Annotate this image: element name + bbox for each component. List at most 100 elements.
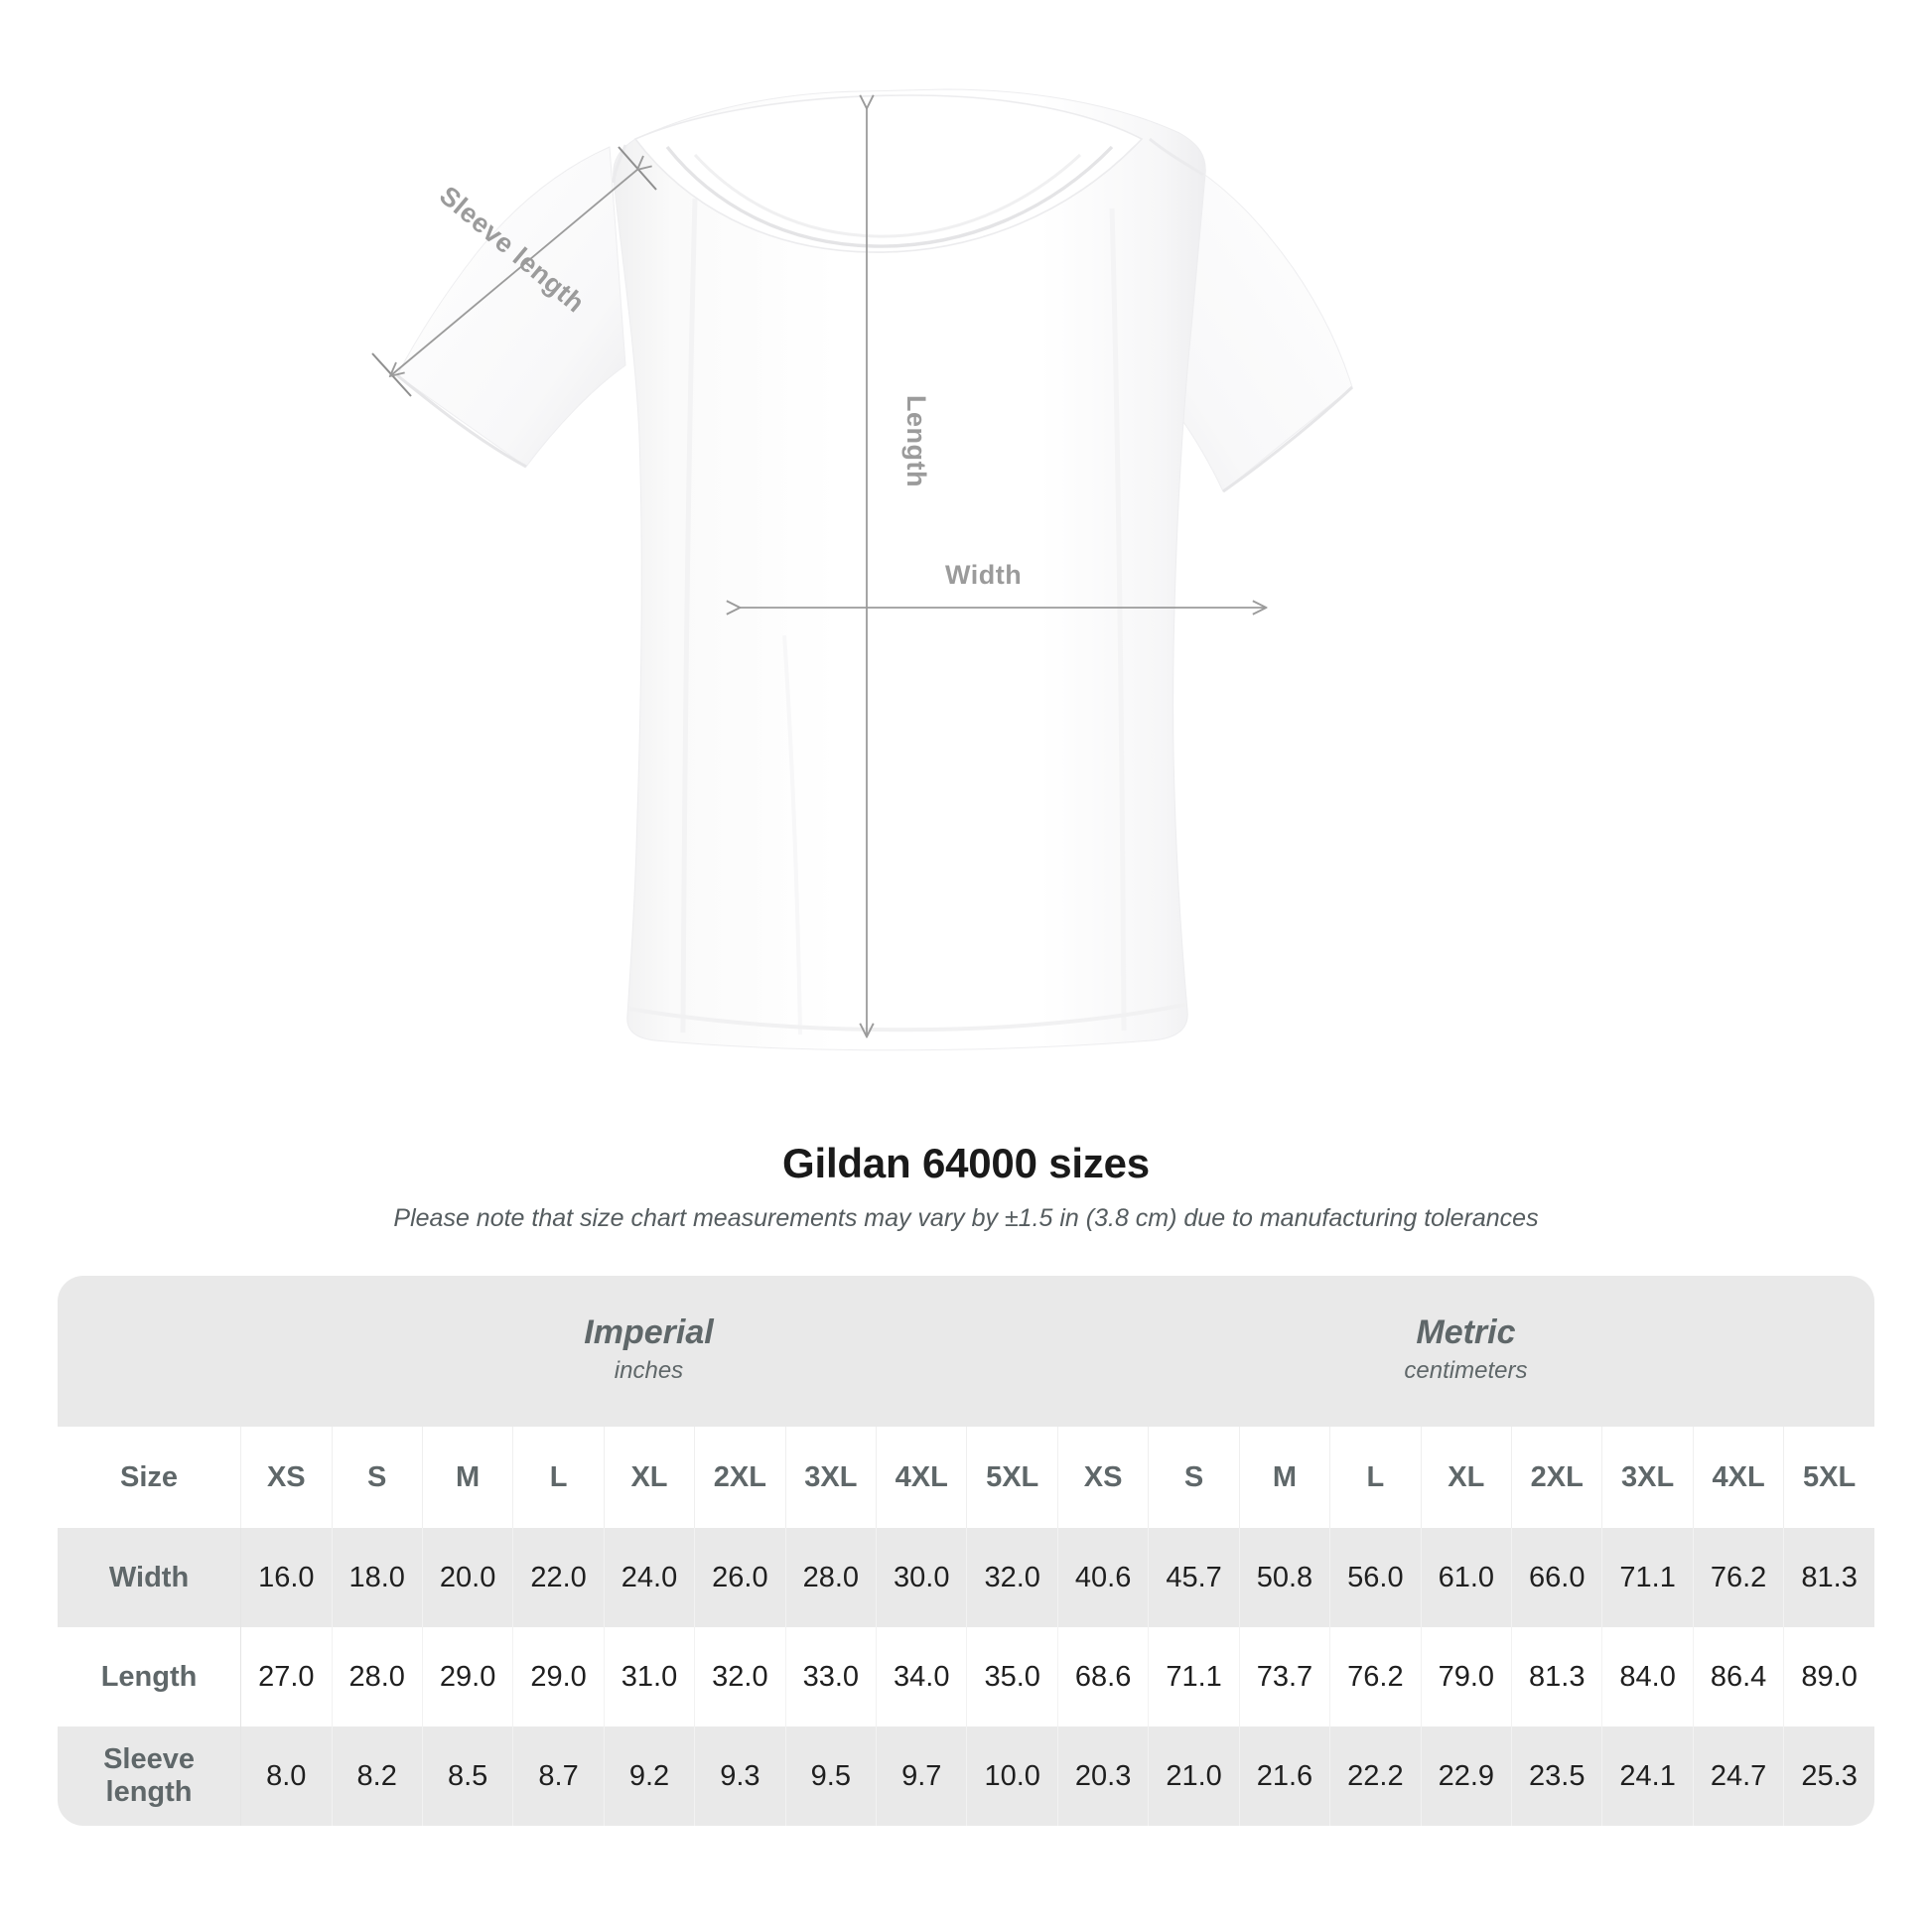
cell-width-imperial-l: 22.0 (512, 1528, 604, 1627)
tshirt-garment (396, 88, 1354, 1051)
tshirt-illustration: Length Width Sleeve length (371, 88, 1354, 1051)
length-label: Length (901, 395, 931, 487)
cell-width-metric-4xl: 76.2 (1692, 1528, 1784, 1627)
unit-group-metric: Metric centimeters (1056, 1276, 1874, 1427)
row-label-width: Width (58, 1528, 241, 1627)
cell-length-imperial-m: 29.0 (421, 1627, 513, 1726)
cell-length-imperial-3xl: 33.0 (784, 1627, 877, 1726)
cell-length-metric-s: 71.1 (1148, 1627, 1239, 1726)
tolerance-note: Please note that size chart measurements… (393, 1204, 1539, 1232)
cell-sleeve-imperial-3xl: 9.5 (784, 1726, 877, 1826)
size-chart-table: Imperial inches Metric centimeters Size … (58, 1276, 1874, 1826)
cell-width-metric-m: 50.8 (1238, 1528, 1330, 1627)
bottom-hem (628, 1003, 1186, 1033)
cell-width-metric-xs: 40.6 (1056, 1528, 1149, 1627)
left-sleeve (396, 146, 626, 468)
size-header-metric-l: L (1329, 1427, 1421, 1528)
fold-line-left (680, 198, 698, 1034)
size-header-imperial-s: S (331, 1427, 422, 1528)
cell-width-imperial-s: 18.0 (331, 1528, 422, 1627)
row-label-sleeve-length: Sleeve length (58, 1726, 241, 1826)
cell-width-metric-3xl: 71.1 (1601, 1528, 1693, 1627)
cell-length-metric-xl: 79.0 (1420, 1627, 1512, 1726)
cell-sleeve-metric-s: 21.0 (1148, 1726, 1239, 1826)
width-measure: Width (739, 560, 1265, 608)
cell-length-metric-3xl: 84.0 (1601, 1627, 1693, 1726)
cell-length-metric-2xl: 81.3 (1511, 1627, 1602, 1726)
table-row: Width 16.0 18.0 20.0 22.0 24.0 26.0 28.0… (58, 1528, 1874, 1627)
left-sleeve-hem (396, 373, 527, 469)
unit-group-imperial: Imperial inches (240, 1276, 1057, 1427)
cell-sleeve-imperial-xs: 8.0 (240, 1726, 332, 1826)
page-title: Gildan 64000 sizes (782, 1140, 1150, 1186)
cell-width-metric-l: 56.0 (1329, 1528, 1421, 1627)
cell-sleeve-metric-2xl: 23.5 (1511, 1726, 1602, 1826)
cell-length-imperial-s: 28.0 (331, 1627, 422, 1726)
cell-width-metric-5xl: 81.3 (1783, 1528, 1874, 1627)
unit-header-spacer (58, 1276, 241, 1427)
cell-length-imperial-4xl: 34.0 (876, 1627, 967, 1726)
width-label: Width (945, 560, 1022, 590)
cell-width-metric-2xl: 66.0 (1511, 1528, 1602, 1627)
cell-length-imperial-5xl: 35.0 (966, 1627, 1057, 1726)
unit-group-metric-unit: centimeters (1404, 1356, 1528, 1384)
cell-sleeve-imperial-5xl: 10.0 (966, 1726, 1057, 1826)
cell-length-metric-m: 73.7 (1238, 1627, 1330, 1726)
right-shoulder-seam (1149, 137, 1204, 177)
length-measure: Length (867, 107, 931, 1035)
size-header-imperial-4xl: 4XL (876, 1427, 967, 1528)
cell-width-imperial-3xl: 28.0 (784, 1528, 877, 1627)
unit-group-imperial-name: Imperial (584, 1313, 714, 1352)
cell-sleeve-metric-xl: 22.9 (1420, 1726, 1512, 1826)
cell-sleeve-metric-4xl: 24.7 (1692, 1726, 1784, 1826)
size-header-imperial-5xl: 5XL (966, 1427, 1057, 1528)
row-label-length: Length (58, 1627, 241, 1726)
cell-width-imperial-m: 20.0 (421, 1528, 513, 1627)
size-header-imperial-3xl: 3XL (784, 1427, 877, 1528)
size-chart-table-container: Imperial inches Metric centimeters Size … (58, 1276, 1874, 1826)
cell-length-metric-5xl: 89.0 (1783, 1627, 1874, 1726)
size-header-metric-s: S (1148, 1427, 1239, 1528)
unit-group-imperial-unit: inches (614, 1356, 684, 1384)
cell-sleeve-metric-3xl: 24.1 (1601, 1726, 1693, 1826)
cell-length-imperial-l: 29.0 (512, 1627, 604, 1726)
unit-header-row: Imperial inches Metric centimeters (58, 1276, 1874, 1427)
right-sleeve-hem (1222, 385, 1354, 493)
cell-sleeve-metric-m: 21.6 (1238, 1726, 1330, 1826)
cell-sleeve-metric-5xl: 25.3 (1783, 1726, 1874, 1826)
cell-sleeve-metric-l: 22.2 (1329, 1726, 1421, 1826)
cell-width-imperial-2xl: 26.0 (694, 1528, 785, 1627)
size-header-metric-xl: XL (1420, 1427, 1512, 1528)
cell-width-metric-xl: 61.0 (1420, 1528, 1512, 1627)
cell-sleeve-imperial-m: 8.5 (421, 1726, 513, 1826)
size-header-imperial-xl: XL (603, 1427, 695, 1528)
collar-neck-seam (693, 153, 1082, 238)
size-header-row: Size XS S M L XL 2XL 3XL 4XL 5XL XS S M … (58, 1427, 1874, 1528)
sleeve-length-arrow (391, 169, 638, 375)
cell-width-imperial-5xl: 32.0 (966, 1528, 1057, 1627)
collar-outer (633, 94, 1144, 253)
table-row: Sleeve length 8.0 8.2 8.5 8.7 9.2 9.3 9.… (58, 1726, 1874, 1826)
cell-length-metric-4xl: 86.4 (1692, 1627, 1784, 1726)
cell-sleeve-metric-xs: 20.3 (1056, 1726, 1149, 1826)
cell-width-imperial-xl: 24.0 (603, 1528, 695, 1627)
cell-sleeve-imperial-l: 8.7 (512, 1726, 604, 1826)
fold-line-center (782, 634, 802, 1035)
size-header-metric-2xl: 2XL (1511, 1427, 1602, 1528)
cell-length-imperial-xs: 27.0 (240, 1627, 332, 1726)
cell-width-imperial-4xl: 30.0 (876, 1528, 967, 1627)
cell-sleeve-imperial-xl: 9.2 (603, 1726, 695, 1826)
size-header-imperial-xs: XS (240, 1427, 332, 1528)
cell-width-imperial-xs: 16.0 (240, 1528, 332, 1627)
cell-width-metric-s: 45.7 (1148, 1528, 1239, 1627)
size-header-imperial-l: L (512, 1427, 604, 1528)
cell-sleeve-imperial-2xl: 9.3 (694, 1726, 785, 1826)
size-header-imperial-2xl: 2XL (694, 1427, 785, 1528)
unit-group-metric-name: Metric (1416, 1313, 1516, 1352)
size-header-metric-4xl: 4XL (1692, 1427, 1784, 1528)
cell-length-metric-xs: 68.6 (1056, 1627, 1149, 1726)
cell-length-imperial-2xl: 32.0 (694, 1627, 785, 1726)
size-header-imperial-m: M (421, 1427, 513, 1528)
size-header-metric-xs: XS (1056, 1427, 1149, 1528)
cell-length-imperial-xl: 31.0 (603, 1627, 695, 1726)
